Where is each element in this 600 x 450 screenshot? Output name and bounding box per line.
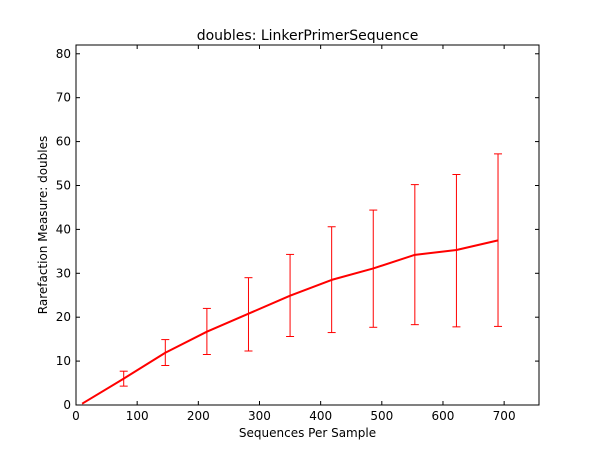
error-bars xyxy=(119,153,503,387)
x-tick-label: 100 xyxy=(126,409,149,423)
y-tick-label: 40 xyxy=(56,222,71,236)
series-line xyxy=(81,239,499,405)
y-axis-title: Rarefaction Measure: doubles xyxy=(36,136,50,314)
x-tick-label: 200 xyxy=(187,409,210,423)
x-axis-title: Sequences Per Sample xyxy=(239,426,376,440)
x-tick-label: 500 xyxy=(370,409,393,423)
y-tick-label: 20 xyxy=(56,310,71,324)
y-tick-label: 70 xyxy=(56,91,71,105)
y-tick-label: 50 xyxy=(56,178,71,192)
x-tick-label: 400 xyxy=(309,409,332,423)
y-tick-label: 0 xyxy=(63,398,71,412)
x-tick-label: 0 xyxy=(72,409,80,423)
y-axis: 0 10 20 30 40 50 60 70 80 xyxy=(56,47,539,412)
plot-frame xyxy=(75,44,540,406)
y-tick-label: 60 xyxy=(56,135,71,149)
x-tick-label: 300 xyxy=(248,409,271,423)
y-tick-label: 10 xyxy=(56,354,71,368)
series-lines xyxy=(81,239,499,405)
chart-title: doubles: LinkerPrimerSequence xyxy=(197,28,419,44)
x-axis: 0 100 200 300 400 500 600 700 xyxy=(72,45,516,423)
x-tick-label: 600 xyxy=(432,409,455,423)
y-tick-label: 30 xyxy=(56,266,71,280)
y-tick-label: 80 xyxy=(56,47,71,61)
x-tick-label: 700 xyxy=(493,409,516,423)
